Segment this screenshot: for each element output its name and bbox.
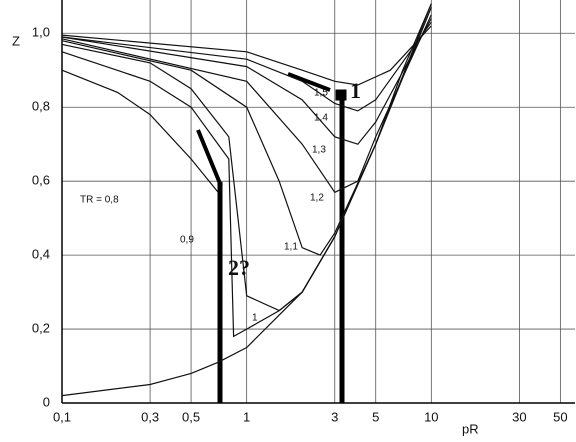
y-tick-label: 0,2 xyxy=(32,320,50,335)
x-tick-label: 50 xyxy=(553,409,567,424)
curve-label: TR = 0,8 xyxy=(80,195,119,206)
x-tick-label: 5 xyxy=(372,409,379,424)
curve-label: 0,9 xyxy=(180,235,194,246)
x-tick-label: 30 xyxy=(512,409,526,424)
curve-label: 1,2 xyxy=(310,193,324,204)
y-tick-label: 0,4 xyxy=(32,247,50,262)
x-tick-label: 3 xyxy=(331,409,338,424)
curve-label: 1,1 xyxy=(284,242,298,253)
y-tick-label: 0 xyxy=(43,394,50,409)
x-tick-label: 0,3 xyxy=(141,409,159,424)
annotation-box xyxy=(335,89,347,101)
curve-label: 1 xyxy=(252,313,258,324)
curve xyxy=(61,21,432,112)
curve xyxy=(61,3,432,312)
curve-label: 1,5 xyxy=(314,88,328,99)
curve xyxy=(61,25,432,86)
annotation-bar xyxy=(196,129,223,187)
curve xyxy=(61,18,432,145)
x-tick-label: 0,1 xyxy=(53,409,71,424)
grid xyxy=(61,0,575,404)
x-axis-label: pR xyxy=(462,421,479,436)
annotation: 1 xyxy=(350,78,361,103)
curve xyxy=(61,7,432,256)
annotation-bar xyxy=(287,72,331,92)
y-tick-label: 0,6 xyxy=(32,173,50,188)
y-tick-label: 0,8 xyxy=(32,99,50,114)
x-tick-label: 0,5 xyxy=(182,409,200,424)
curve-label: 1,3 xyxy=(312,145,326,156)
x-tick-label: 10 xyxy=(424,409,438,424)
x-tick-label: 1 xyxy=(243,409,250,424)
curve xyxy=(61,14,432,194)
curves xyxy=(61,3,432,397)
curve-label: 1,4 xyxy=(314,113,328,124)
y-tick-label: 1,0 xyxy=(32,25,50,40)
y-axis-label: Z xyxy=(12,33,20,48)
annotation-lines xyxy=(196,72,347,403)
